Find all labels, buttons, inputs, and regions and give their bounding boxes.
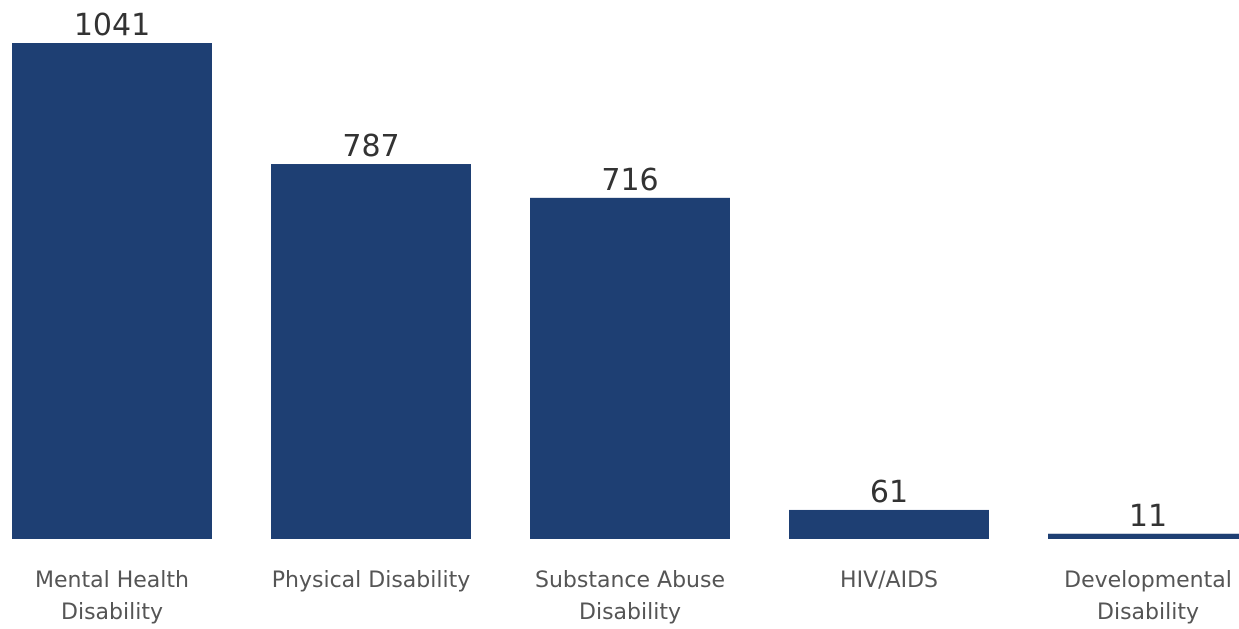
bars-group xyxy=(12,43,1239,539)
category-label-line: Developmental xyxy=(1064,568,1232,593)
category-label-1: Physical Disability xyxy=(272,568,470,593)
bar-1 xyxy=(271,164,471,539)
bar-value-label-4: 11 xyxy=(1129,499,1167,534)
category-labels-group: Mental Health Disability Physical Disabili… xyxy=(35,568,1232,625)
bar-4 xyxy=(1048,533,1239,539)
value-labels-group: 1041 787 716 61 11 xyxy=(74,8,1167,534)
bar-value-label-1: 787 xyxy=(342,129,399,164)
bar-2 xyxy=(530,197,730,539)
bar-3 xyxy=(789,509,989,539)
category-label-line: Physical Disability xyxy=(272,568,470,593)
category-label-4: Developmental Disability xyxy=(1064,568,1232,625)
bar-value-label-0: 1041 xyxy=(74,8,150,43)
category-label-2: Substance Abuse Disability xyxy=(535,568,725,625)
bar-value-label-3: 61 xyxy=(870,475,908,510)
bar-0 xyxy=(12,43,212,539)
category-label-line: Substance Abuse xyxy=(535,568,725,593)
bar-value-label-2: 716 xyxy=(601,163,658,198)
category-label-line: Mental Health xyxy=(35,568,189,593)
category-label-3: HIV/AIDS xyxy=(840,568,938,593)
category-label-line: HIV/AIDS xyxy=(840,568,938,593)
category-label-0: Mental Health Disability xyxy=(35,568,189,625)
category-label-line: Disability xyxy=(579,600,681,625)
category-label-line: Disability xyxy=(61,600,163,625)
category-label-line: Disability xyxy=(1097,600,1199,625)
